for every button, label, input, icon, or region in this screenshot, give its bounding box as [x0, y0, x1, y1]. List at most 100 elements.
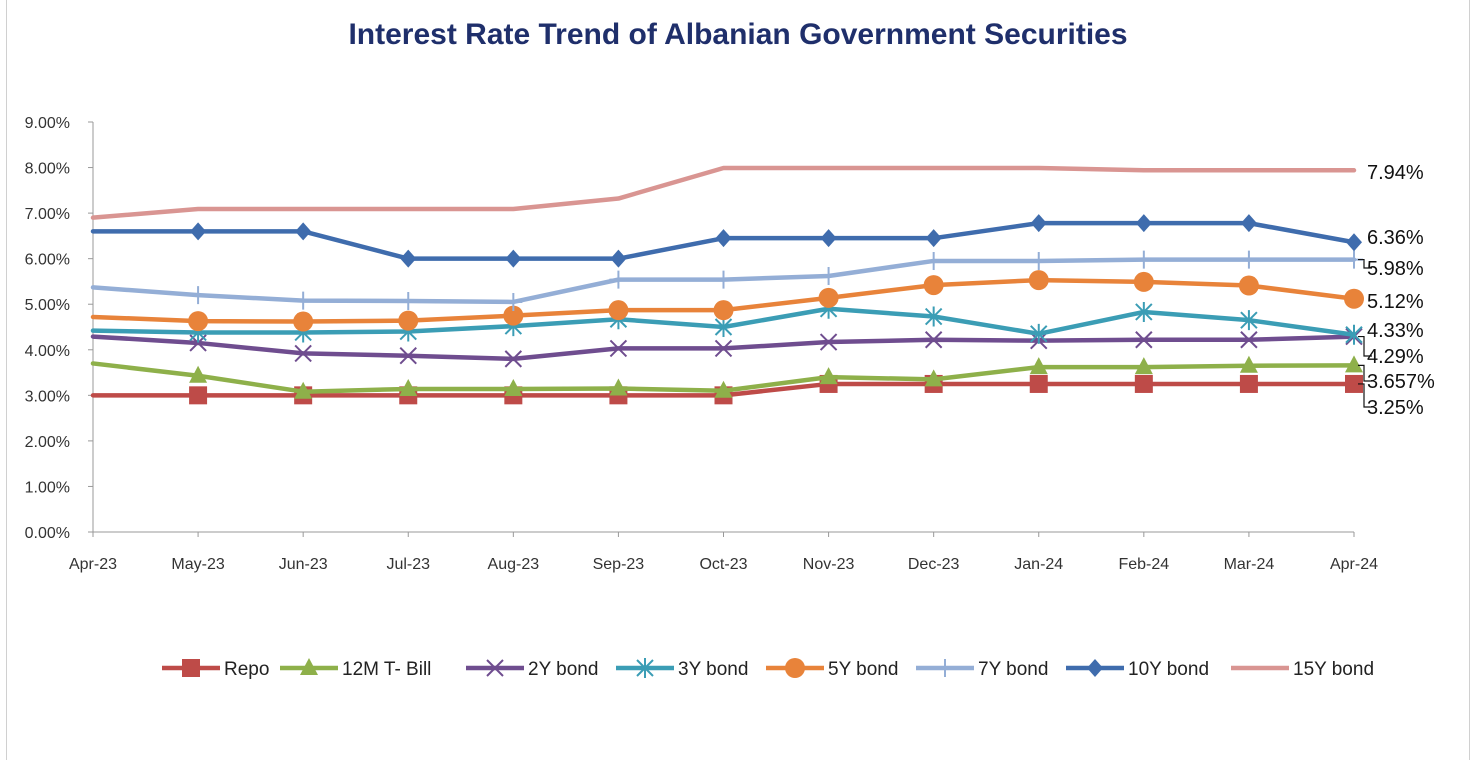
data-point-2y-bond: [819, 333, 838, 351]
data-point-12m-t-bill: [1239, 355, 1258, 373]
x-tick-label: Jan-24: [1014, 556, 1063, 573]
x-tick-label: Dec-23: [908, 556, 960, 573]
legend-item-5y-bond: 5Y bond: [766, 658, 898, 680]
data-point-10y-bond: [1135, 214, 1152, 233]
data-point-5y-bond: [1133, 271, 1154, 292]
x-tick-label: Nov-23: [803, 556, 855, 573]
series-15y-bond: [90, 165, 1357, 220]
leader-line-repo: [1358, 383, 1372, 408]
data-point-2y-bond: [714, 339, 733, 358]
y-tick-label: 7.00%: [25, 206, 70, 223]
data-point-2y-bond: [504, 350, 523, 368]
axes: 0.00% 1.00% 2.00% 3.00% 4.00% 5.00% 6.00% 7.00%…: [25, 115, 1378, 573]
data-point-7y-bond: [1029, 251, 1048, 270]
data-point-12m-t-bill: [1345, 355, 1363, 373]
data-point-3y-bond: [1345, 324, 1363, 345]
data-point-10y-bond: [1240, 214, 1257, 233]
data-point-5y-bond: [818, 287, 839, 308]
data-point-2y-bond: [294, 344, 312, 363]
data-point-2y-bond: [609, 339, 628, 358]
data-point-repo: [189, 386, 208, 405]
legend-marker-repo: [182, 659, 200, 677]
leader-line-12m-t-bill: [1358, 364, 1372, 382]
y-tick-label: 1.00%: [25, 479, 70, 496]
legend-label-12m-t-bill: 12M T- Bill: [342, 659, 431, 680]
x-tick-label: Jun-23: [279, 556, 328, 573]
data-point-12m-t-bill: [819, 367, 838, 385]
end-label-15y-bond: 7.94%: [1367, 162, 1424, 184]
series-layer: [90, 165, 1364, 405]
legend-item-3y-bond: 3Y bond: [616, 658, 748, 680]
legend-label-7y-bond: 7Y bond: [978, 659, 1048, 680]
data-point-10y-bond: [190, 222, 207, 241]
legend-label-3y-bond: 3Y bond: [678, 659, 748, 680]
data-point-10y-bond: [715, 229, 732, 248]
legend-item-10y-bond: 10Y bond: [1066, 659, 1209, 680]
end-labels: 3.25% 3.657% 4.29% 4.33% 5.12% 5.98% 6.36% 7.94…: [1358, 162, 1435, 419]
x-tick-label: Sep-23: [593, 556, 645, 573]
data-point-12m-t-bill: [399, 378, 418, 396]
x-tick-label: Apr-24: [1330, 556, 1378, 573]
data-point-10y-bond: [610, 249, 627, 268]
legend-label-2y-bond: 2Y bond: [528, 659, 598, 680]
data-point-5y-bond: [503, 305, 524, 326]
x-tick-label: Mar-24: [1224, 556, 1275, 573]
y-tick-label: 0.00%: [25, 525, 70, 542]
legend-marker-5y-bond: [785, 658, 805, 678]
data-point-5y-bond: [293, 311, 314, 332]
data-point-12m-t-bill: [189, 365, 208, 383]
x-tick-label: Apr-23: [69, 556, 117, 573]
data-point-5y-bond: [188, 311, 209, 332]
leader-line-7y-bond: [1358, 258, 1372, 269]
data-point-7y-bond: [609, 270, 628, 289]
x-tick-label: Jul-23: [386, 556, 430, 573]
legend-marker-2y-bond: [486, 659, 504, 677]
data-point-5y-bond: [1028, 270, 1049, 291]
series-line-15y-bond: [90, 165, 1357, 220]
series-5y-bond: [90, 270, 1364, 332]
legend: Repo 12M T- Bill 2Y bond 3Y bond 5Y bond 7Y b…: [162, 658, 1374, 680]
data-point-12m-t-bill: [1134, 357, 1153, 375]
data-point-12m-t-bill: [714, 380, 733, 398]
data-point-2y-bond: [399, 346, 417, 365]
x-tick-label: May-23: [171, 556, 224, 573]
x-tick-label: Oct-23: [699, 556, 747, 573]
data-point-12m-t-bill: [609, 378, 628, 396]
data-point-5y-bond: [713, 300, 734, 321]
y-tick-label: 6.00%: [25, 252, 70, 269]
data-point-10y-bond: [505, 249, 522, 268]
data-point-3y-bond: [1135, 301, 1153, 322]
legend-label-repo: Repo: [224, 659, 269, 680]
legend-marker-7y-bond: [936, 659, 954, 677]
data-point-5y-bond: [1344, 288, 1364, 309]
data-point-7y-bond: [924, 251, 943, 270]
legend-item-12m-t-bill: 12M T- Bill: [280, 658, 431, 680]
data-point-7y-bond: [399, 292, 418, 311]
data-point-repo: [1134, 374, 1153, 393]
data-point-10y-bond: [400, 249, 417, 268]
data-point-7y-bond: [294, 291, 313, 310]
data-point-12m-t-bill: [1029, 357, 1048, 375]
data-point-repo: [1345, 374, 1363, 393]
data-point-7y-bond: [1134, 250, 1153, 269]
end-label-7y-bond: 5.98%: [1367, 258, 1424, 280]
end-label-3y-bond: 4.33%: [1367, 320, 1424, 342]
legend-item-repo: Repo: [162, 659, 269, 680]
series-10y-bond: [90, 214, 1362, 268]
data-point-3y-bond: [714, 317, 733, 337]
data-point-10y-bond: [820, 229, 837, 248]
data-point-7y-bond: [189, 286, 208, 305]
y-tick-label: 3.00%: [25, 388, 70, 405]
series-12m-t-bill: [90, 355, 1363, 399]
series-7y-bond: [90, 250, 1363, 311]
data-point-12m-t-bill: [924, 369, 943, 387]
data-point-7y-bond: [714, 270, 733, 289]
legend-label-5y-bond: 5Y bond: [828, 659, 898, 680]
end-label-repo: 3.25%: [1367, 397, 1424, 419]
end-label-2y-bond: 4.29%: [1367, 346, 1424, 368]
data-point-10y-bond: [295, 222, 312, 241]
y-tick-label: 8.00%: [25, 161, 70, 178]
y-tick-label: 9.00%: [25, 115, 70, 132]
leader-line-2y-bond: [1358, 335, 1372, 357]
